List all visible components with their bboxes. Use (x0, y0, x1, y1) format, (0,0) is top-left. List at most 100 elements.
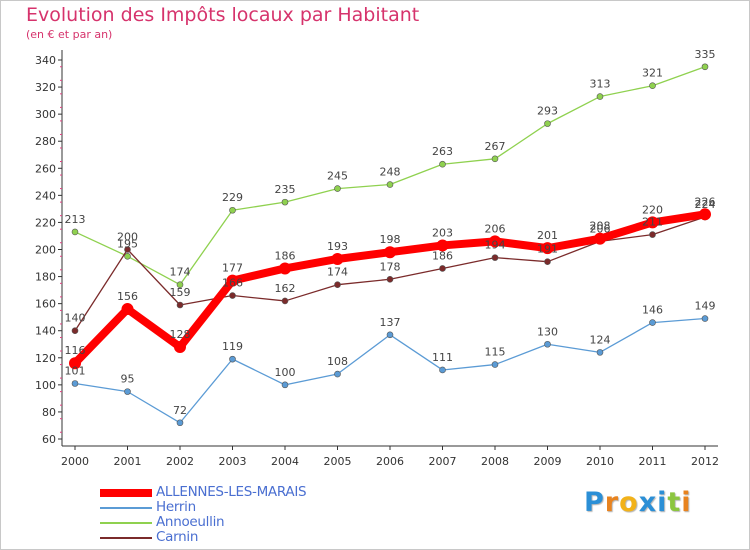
data-label-allennes-les-marais: 116 (65, 344, 86, 357)
y-tick-label: 80 (42, 406, 56, 419)
data-label-herrin: 137 (380, 316, 401, 329)
chart-subtitle: (en € et par an) (26, 28, 113, 41)
legend-swatch (100, 537, 152, 539)
y-tick-label: 300 (35, 108, 56, 121)
data-label-herrin: 72 (173, 404, 187, 417)
logo-letter: o (619, 487, 639, 518)
logo-letter: i (681, 487, 692, 518)
data-label-annoeullin: 174 (170, 266, 191, 279)
data-label-herrin: 100 (275, 366, 296, 379)
data-point-annoeullin (649, 82, 656, 90)
data-label-carnin: 178 (380, 260, 401, 273)
proxiti-logo: Proxiti (584, 487, 692, 518)
data-label-allennes-les-marais: 201 (537, 229, 558, 242)
data-point-allennes-les-marais (174, 340, 186, 353)
data-label-annoeullin: 248 (380, 166, 401, 179)
y-tick-label: 240 (35, 189, 56, 202)
x-tick-label: 2008 (481, 455, 509, 468)
data-point-allennes-les-marais (436, 239, 449, 252)
data-label-carnin: 191 (537, 243, 558, 256)
data-point-allennes-les-marais (594, 232, 606, 245)
data-label-annoeullin: 263 (432, 145, 453, 158)
data-label-annoeullin: 321 (642, 67, 663, 80)
data-point-allennes-les-marais (121, 303, 134, 316)
data-point-carnin (439, 265, 446, 272)
data-point-allennes-les-marais (69, 357, 81, 370)
data-label-annoeullin: 267 (485, 140, 506, 153)
logo-letter: t (667, 487, 682, 518)
data-point-herrin (124, 388, 131, 395)
x-tick-label: 2006 (376, 455, 404, 468)
legend-swatch (100, 522, 152, 524)
logo-letter: x (638, 487, 658, 518)
data-label-allennes-les-marais: 177 (222, 262, 243, 275)
line-chart: 60 80 100 120 140 160 180 200 220 240 260 280 300 320… (35, 48, 719, 468)
data-label-carnin: 162 (275, 282, 296, 295)
y-tick-label: 280 (35, 135, 56, 148)
data-label-allennes-les-marais: 198 (380, 233, 401, 246)
data-label-carnin: 206 (590, 222, 611, 235)
data-point-annoeullin (596, 93, 604, 100)
x-tick-label: 2004 (271, 455, 299, 468)
data-point-herrin (71, 380, 79, 387)
y-tick-label: 120 (35, 352, 56, 365)
y-tick-label: 220 (35, 216, 56, 229)
data-point-carnin (491, 254, 499, 261)
data-point-annoeullin (71, 228, 79, 236)
legend-label: Herrin (156, 499, 196, 515)
data-label-carnin: 224 (695, 198, 716, 211)
data-label-herrin: 115 (485, 346, 506, 359)
data-point-herrin (334, 370, 341, 378)
legend-label: Annoeullin (156, 514, 225, 530)
data-label-carnin: 194 (485, 239, 506, 252)
data-point-carnin (124, 246, 131, 253)
y-tick-label: 320 (35, 81, 56, 94)
data-point-herrin (229, 355, 236, 363)
data-point-carnin (386, 275, 394, 283)
data-point-allennes-les-marais (646, 216, 659, 229)
data-label-allennes-les-marais: 226 (695, 195, 716, 208)
data-label-herrin: 146 (642, 304, 663, 317)
legend-swatch (100, 489, 152, 497)
x-tick-label: 2002 (166, 455, 194, 468)
data-point-allennes-les-marais (279, 262, 291, 275)
data-label-annoeullin: 245 (327, 170, 348, 183)
legend-label: Carnin (156, 529, 199, 545)
data-label-herrin: 95 (121, 373, 135, 386)
y-tick-label: 140 (35, 325, 56, 338)
y-tick-label: 180 (35, 271, 56, 284)
data-point-allennes-les-marais (699, 208, 711, 221)
x-tick-label: 2000 (61, 455, 89, 468)
data-label-allennes-les-marais: 208 (590, 220, 611, 233)
data-point-allennes-les-marais (331, 252, 344, 265)
chart-title: Evolution des Impôts locaux par Habitant (26, 4, 420, 26)
y-tick-label: 60 (42, 433, 56, 446)
data-label-carnin: 140 (65, 312, 86, 325)
data-label-allennes-les-marais: 128 (170, 328, 191, 341)
data-label-carnin: 186 (432, 249, 453, 262)
data-point-annoeullin (229, 206, 236, 214)
data-label-herrin: 124 (590, 333, 611, 346)
y-tick-label: 260 (35, 162, 56, 175)
x-tick-label: 2003 (219, 455, 247, 468)
data-label-annoeullin: 229 (222, 191, 243, 204)
legend-swatch (100, 507, 152, 509)
data-label-allennes-les-marais: 203 (432, 226, 453, 239)
x-tick-label: 2009 (534, 455, 562, 468)
data-point-annoeullin (544, 120, 551, 127)
y-tick-label: 340 (35, 54, 56, 67)
data-label-annoeullin: 235 (275, 183, 296, 196)
x-tick-label: 2005 (324, 455, 352, 468)
data-point-annoeullin (491, 155, 499, 163)
data-label-annoeullin: 293 (537, 105, 558, 118)
data-point-annoeullin (176, 281, 184, 288)
data-point-carnin (281, 297, 289, 305)
data-label-annoeullin: 195 (117, 237, 138, 250)
data-label-annoeullin: 313 (590, 78, 611, 91)
data-point-annoeullin (334, 185, 341, 192)
x-tick-label: 2010 (586, 455, 614, 468)
data-label-allennes-les-marais: 193 (327, 240, 348, 253)
data-point-allennes-les-marais (489, 235, 501, 248)
data-point-herrin (596, 349, 604, 356)
x-tick-label: 2012 (691, 455, 719, 468)
